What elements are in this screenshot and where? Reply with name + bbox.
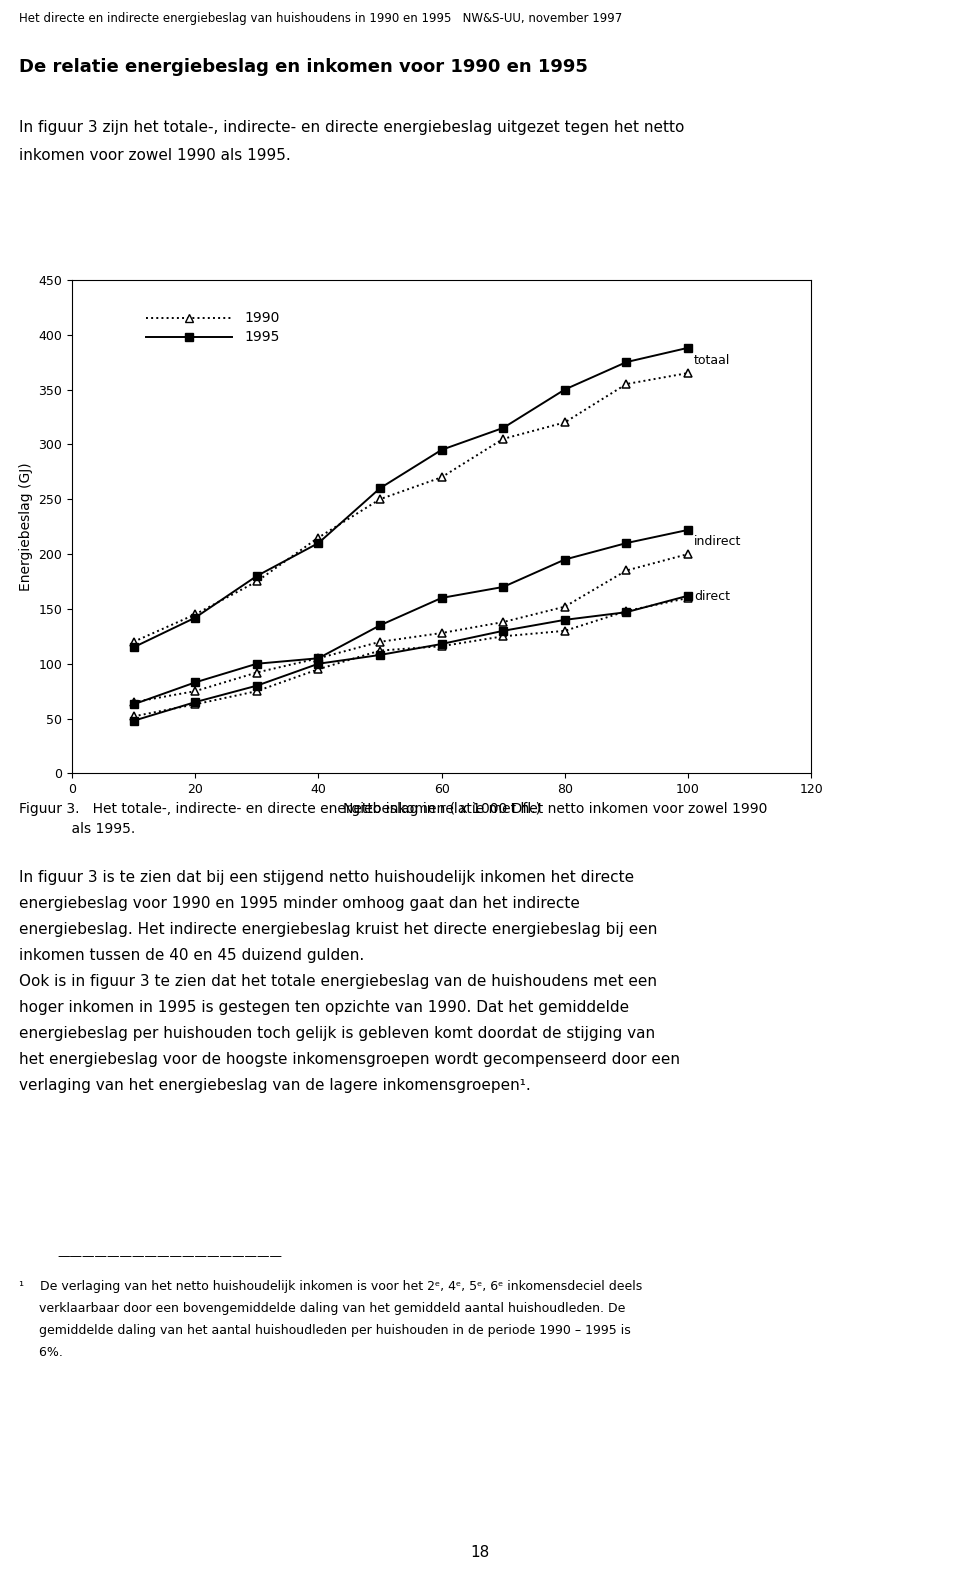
Text: indirect: indirect (694, 536, 741, 549)
Text: inkomen voor zowel 1990 als 1995.: inkomen voor zowel 1990 als 1995. (19, 148, 291, 163)
Text: energiebeslag voor 1990 en 1995 minder omhoog gaat dan het indirecte: energiebeslag voor 1990 en 1995 minder o… (19, 896, 580, 912)
Text: ¹    De verlaging van het netto huishoudelijk inkomen is voor het 2ᵉ, 4ᵉ, 5ᵉ, 6ᵉ: ¹ De verlaging van het netto huishoudeli… (19, 1280, 642, 1294)
Text: In figuur 3 is te zien dat bij een stijgend netto huishoudelijk inkomen het dire: In figuur 3 is te zien dat bij een stijg… (19, 869, 635, 885)
Text: inkomen tussen de 40 en 45 duizend gulden.: inkomen tussen de 40 en 45 duizend gulde… (19, 948, 365, 964)
Text: Figuur 3.   Het totale-, indirecte- en directe energiebeslag in relatie met het : Figuur 3. Het totale-, indirecte- en dir… (19, 802, 768, 816)
Text: het energiebeslag voor de hoogste inkomensgroepen wordt gecompenseerd door een: het energiebeslag voor de hoogste inkome… (19, 1052, 681, 1067)
Text: Ook is in figuur 3 te zien dat het totale energiebeslag van de huishoudens met e: Ook is in figuur 3 te zien dat het total… (19, 975, 658, 989)
Text: In figuur 3 zijn het totale-, indirecte- en directe energiebeslag uitgezet tegen: In figuur 3 zijn het totale-, indirecte-… (19, 119, 684, 135)
Text: verklaarbaar door een bovengemiddelde daling van het gemiddeld aantal huishoudle: verklaarbaar door een bovengemiddelde da… (19, 1302, 626, 1316)
Text: Het directe en indirecte energiebeslag van huishoudens in 1990 en 1995   NW&S-UU: Het directe en indirecte energiebeslag v… (19, 13, 622, 25)
Text: 1990: 1990 (245, 311, 280, 325)
Text: gemiddelde daling van het aantal huishoudleden per huishouden in de periode 1990: gemiddelde daling van het aantal huishou… (19, 1324, 631, 1338)
Text: verlaging van het energiebeslag van de lagere inkomensgroepen¹.: verlaging van het energiebeslag van de l… (19, 1078, 531, 1093)
Text: 1995: 1995 (245, 330, 280, 344)
Text: ——————————————————: —————————————————— (58, 1250, 282, 1262)
Text: hoger inkomen in 1995 is gestegen ten opzichte van 1990. Dat het gemiddelde: hoger inkomen in 1995 is gestegen ten op… (19, 1000, 630, 1016)
Text: als 1995.: als 1995. (19, 822, 135, 836)
Y-axis label: Energiebeslag (GJ): Energiebeslag (GJ) (19, 462, 33, 591)
Text: direct: direct (694, 591, 731, 604)
Text: totaal: totaal (694, 355, 731, 368)
Text: De relatie energiebeslag en inkomen voor 1990 en 1995: De relatie energiebeslag en inkomen voor… (19, 58, 588, 75)
Text: energiebeslag per huishouden toch gelijk is gebleven komt doordat de stijging va: energiebeslag per huishouden toch gelijk… (19, 1027, 656, 1041)
Text: 6%.: 6%. (19, 1346, 63, 1360)
X-axis label: Netto inkomen ( x 1000 Dfl.): Netto inkomen ( x 1000 Dfl.) (343, 802, 540, 816)
Text: energiebeslag. Het indirecte energiebeslag kruist het directe energiebeslag bij : energiebeslag. Het indirecte energiebesl… (19, 923, 658, 937)
Text: 18: 18 (470, 1545, 490, 1559)
